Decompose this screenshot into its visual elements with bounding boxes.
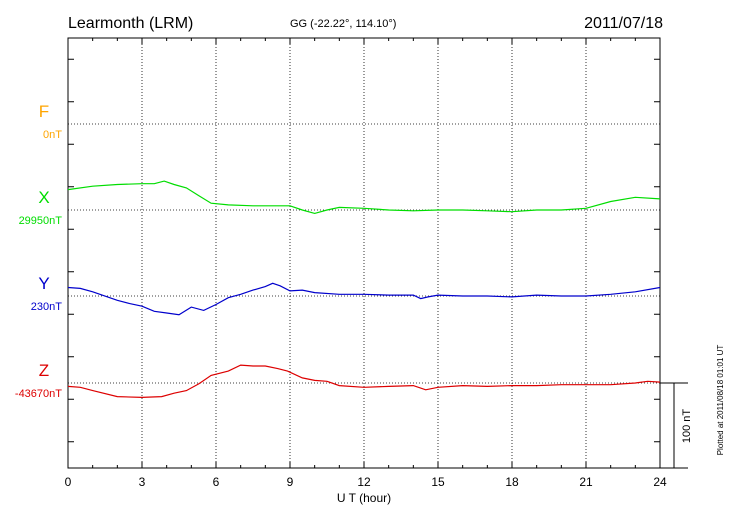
scale-bar-label: 100 nT: [681, 409, 693, 444]
x-tick-label: 9: [287, 475, 294, 489]
series-baseline-y: 230nT: [31, 301, 62, 313]
station-coords: GG (-22.22°, 114.10°): [290, 18, 396, 30]
plotted-timestamp: Plotted at 2011/08/18 01:01 UT: [716, 345, 725, 456]
station-title: Learmonth (LRM): [68, 15, 193, 32]
scale-bar: 100 nT: [660, 382, 693, 469]
x-tick-label: 6: [213, 475, 220, 489]
x-axis-label: U T (hour): [337, 491, 391, 505]
series-baseline-f: 0nT: [43, 129, 62, 141]
x-tick-labels: 0 3 6 9 12 15 18 21 24: [65, 475, 667, 489]
plot-frame: [67, 37, 661, 469]
x-tick-label: 0: [65, 475, 72, 489]
series-labels: F 0nT X 29950nT Y 230nT Z -43670nT: [15, 102, 62, 400]
x-tick-label: 21: [579, 475, 593, 489]
series-lines: [67, 180, 661, 399]
x-tick-label: 15: [431, 475, 445, 489]
series-name-z: Z: [39, 361, 49, 380]
series-baseline-x: 29950nT: [19, 215, 63, 227]
series-name-x: X: [38, 188, 49, 207]
x-tick-label: 3: [139, 475, 146, 489]
x-tick-label: 18: [505, 475, 519, 489]
series-name-y: Y: [38, 274, 49, 293]
series-name-f: F: [39, 102, 49, 121]
plot-date: 2011/07/18: [584, 15, 663, 32]
x-tick-label: 24: [653, 475, 667, 489]
series-line-y: [67, 282, 661, 316]
series-baseline-z: -43670nT: [15, 388, 62, 400]
series-line-z: [67, 364, 661, 399]
x-tick-label: 12: [357, 475, 371, 489]
chart-grid: [68, 38, 660, 468]
series-line-x: [67, 180, 661, 215]
axis-ticks: [67, 38, 661, 468]
